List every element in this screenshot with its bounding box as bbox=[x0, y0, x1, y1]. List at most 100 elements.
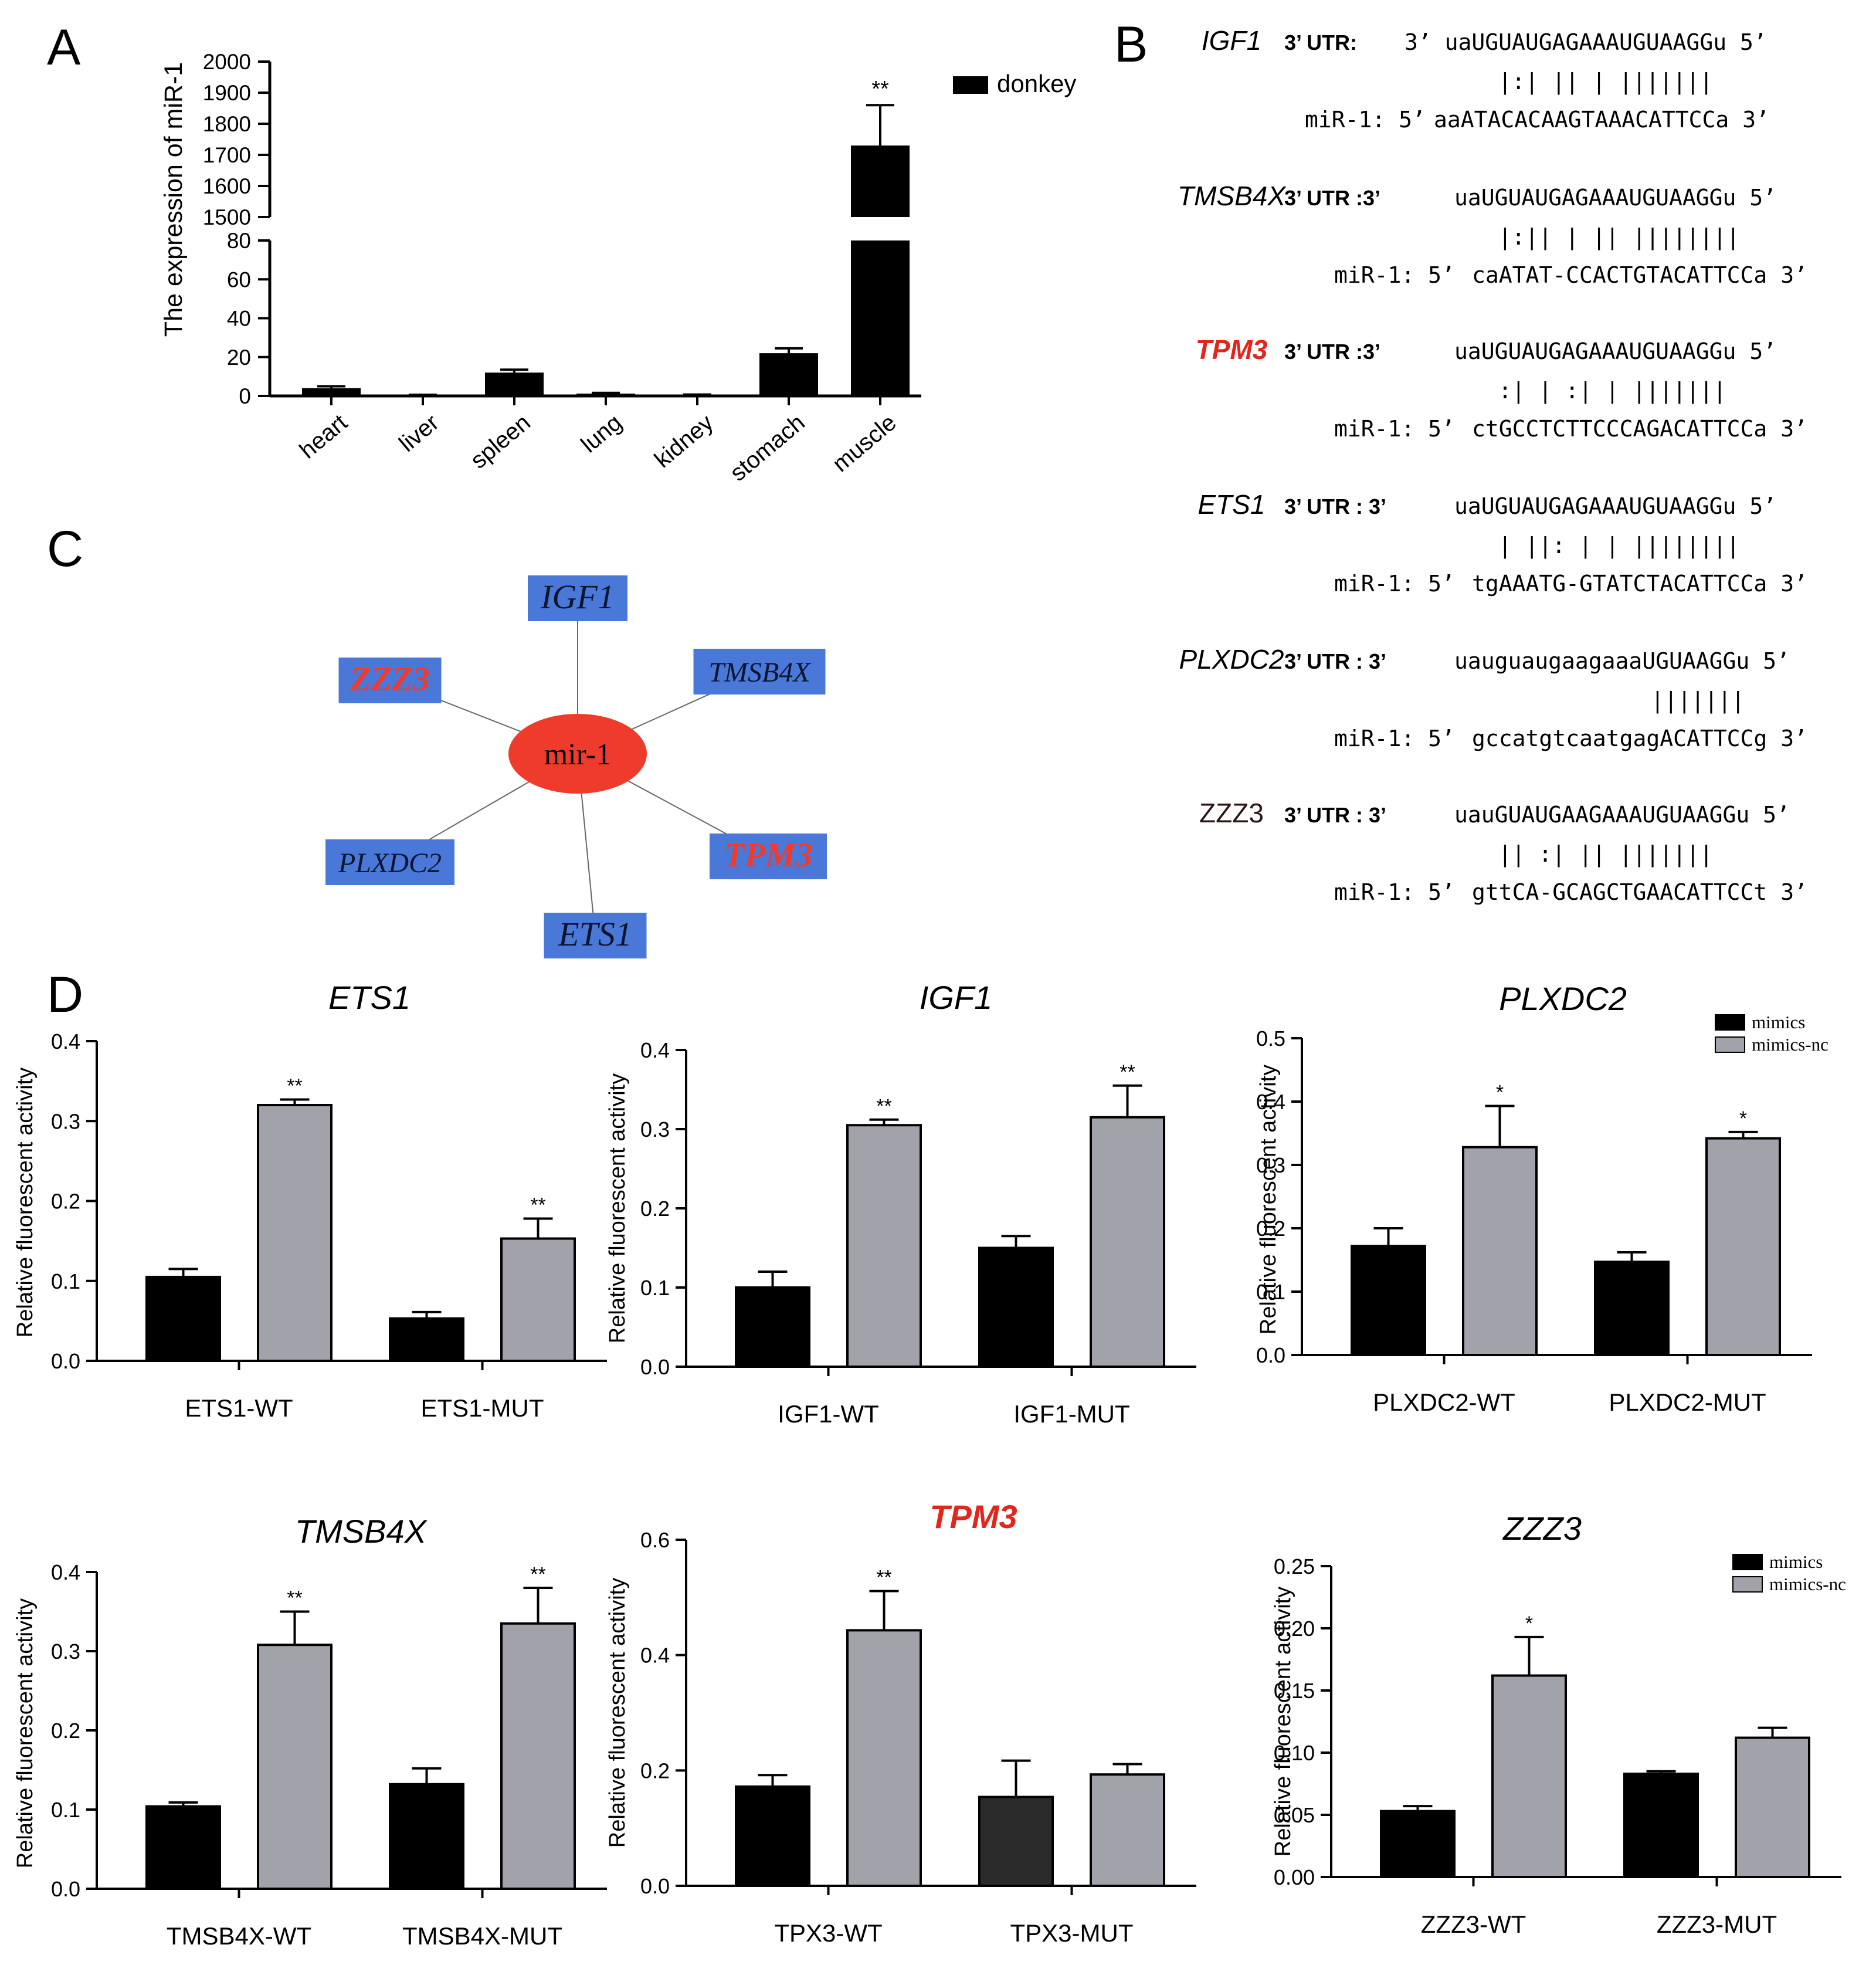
bar bbox=[1623, 1773, 1699, 1879]
utr-label: 3’ UTR : 3’ bbox=[1284, 803, 1386, 827]
mir-label: miR-1: 5’ bbox=[1334, 726, 1455, 751]
y-tick-label: 0.1 bbox=[1256, 1280, 1285, 1304]
gene-node-box bbox=[544, 913, 647, 958]
utr-sequence: uauguaugaagaaaUGUAAGGu 5’ bbox=[1454, 648, 1790, 674]
legend-swatch bbox=[953, 76, 988, 94]
y-axis-label: Relative fluorescent activity bbox=[13, 1598, 38, 1868]
x-tick-label: kidney bbox=[650, 409, 718, 473]
y-tick-label: 0.6 bbox=[640, 1528, 670, 1552]
bar bbox=[1380, 1810, 1456, 1878]
y-tick-label: 0.10 bbox=[1274, 1741, 1315, 1765]
chart-tmsb4x: TMSB4X Relative fluorescent activity 0.0 0.… bbox=[13, 1513, 607, 1950]
gene-name: ETS1 bbox=[1197, 489, 1265, 520]
gene-name: TPM3 bbox=[1196, 334, 1268, 365]
center-node bbox=[508, 714, 647, 794]
bar bbox=[1351, 1245, 1426, 1356]
chart-zzz3: ZZZ3 Relative fluorescent activity 0.00 0.0… bbox=[1271, 1510, 1846, 1938]
gene-node-label: IGF1 bbox=[540, 578, 615, 616]
gene-node-box bbox=[693, 649, 826, 694]
y-tick-label: 0 bbox=[239, 384, 251, 408]
chart-tpm3: TPM3 Relative fluorescent activity 0.0 0.2 0… bbox=[605, 1498, 1196, 1947]
y-tick-label: 0.5 bbox=[1256, 1026, 1285, 1051]
x-tick-label: IGF1-WT bbox=[778, 1400, 879, 1428]
panel-label-d: D bbox=[47, 967, 83, 1023]
bar bbox=[1735, 1736, 1810, 1879]
y-tick-label: 0.1 bbox=[51, 1798, 80, 1822]
mir-sequence: tgAAATG-GTATCTACATTCCa 3’ bbox=[1472, 571, 1807, 597]
gene-node-label: ZZZ3 bbox=[350, 660, 429, 698]
bar-upper-segment bbox=[851, 145, 910, 217]
y-tick-label: 20 bbox=[227, 345, 251, 370]
pairing-marks: :| | :| | ||||||| bbox=[1498, 378, 1726, 404]
y-axis-label: Relative fluorescent activity bbox=[1256, 1065, 1281, 1334]
pairing-marks: |:|| | || |||||||| bbox=[1498, 224, 1740, 250]
bar bbox=[846, 1629, 922, 1887]
bar bbox=[1090, 1773, 1165, 1887]
mir-label: miR-1: 5’ bbox=[1334, 879, 1455, 905]
gene-node-label: ETS1 bbox=[558, 915, 632, 953]
x-tick-label: TPX3-WT bbox=[774, 1919, 882, 1947]
y-tick-label: 0.4 bbox=[1256, 1090, 1285, 1114]
utr-label: 3’ UTR : 3’ bbox=[1284, 494, 1386, 519]
x-tick-label: muscle bbox=[827, 409, 901, 477]
significance-mark: ** bbox=[876, 1567, 891, 1589]
significance-mark: ** bbox=[530, 1194, 545, 1216]
legend-swatch bbox=[1715, 1014, 1745, 1031]
significance-mark: ** bbox=[287, 1587, 302, 1610]
mir-sequence: caATAT-CCACTGTACATTCCa 3’ bbox=[1472, 262, 1807, 288]
bar bbox=[257, 1104, 333, 1362]
x-tick-label: liver bbox=[394, 409, 443, 457]
chart-plxdc2: PLXDC2 Relative fluorescent activity 0.0 0.… bbox=[1256, 980, 1828, 1416]
bar bbox=[1705, 1137, 1781, 1356]
bar bbox=[759, 353, 818, 396]
pairing-marks: ||||||| bbox=[1651, 687, 1745, 714]
significance-mark: ** bbox=[530, 1563, 545, 1585]
legend-label: mimics bbox=[1769, 1551, 1823, 1572]
y-tick-label: 0.2 bbox=[51, 1190, 80, 1214]
bar bbox=[735, 1286, 810, 1368]
y-tick-label: 0.05 bbox=[1274, 1803, 1315, 1827]
mir-label: miR-1: 5’ bbox=[1334, 262, 1455, 288]
y-tick-label: 0.3 bbox=[51, 1639, 80, 1664]
bar bbox=[735, 1785, 810, 1888]
bar bbox=[1594, 1261, 1670, 1356]
bar bbox=[485, 372, 544, 396]
mir-sequence: gccatgtcaatgagACATTCCg 3’ bbox=[1472, 726, 1807, 751]
y-tick-label: 0.0 bbox=[51, 1877, 80, 1901]
bar bbox=[1491, 1674, 1567, 1879]
y-tick-label: 0.0 bbox=[51, 1349, 80, 1373]
bar bbox=[1090, 1116, 1165, 1368]
y-tick-label: 0.1 bbox=[51, 1269, 80, 1293]
y-tick-label: 0.3 bbox=[640, 1117, 670, 1141]
utr-label: 3’ UTR: bbox=[1284, 31, 1357, 55]
bar bbox=[500, 1237, 576, 1363]
center-node-label: mir-1 bbox=[544, 738, 612, 771]
gene-node-label: PLXDC2 bbox=[338, 848, 442, 879]
legend-label: mimics bbox=[1752, 1012, 1805, 1032]
y-tick-label: 0.00 bbox=[1274, 1865, 1315, 1889]
x-tick-label: TMSB4X-MUT bbox=[402, 1922, 562, 1950]
gene-node-box bbox=[710, 834, 827, 879]
bar bbox=[978, 1795, 1054, 1887]
x-tick-label: heart bbox=[295, 409, 352, 463]
legend-label: mimics-nc bbox=[1752, 1034, 1828, 1055]
x-tick-label: ZZZ3-WT bbox=[1421, 1910, 1526, 1938]
bar bbox=[576, 394, 635, 396]
utr-label: 3’ UTR :3’ bbox=[1284, 186, 1380, 210]
chart-title: IGF1 bbox=[920, 979, 992, 1016]
utr-sequence: uauGUAUGAAGAAAUGUAAGGu 5’ bbox=[1454, 802, 1790, 828]
y-tick-label: 0.0 bbox=[640, 1874, 670, 1898]
legend-swatch bbox=[1732, 1576, 1763, 1593]
x-tick-label: IGF1-MUT bbox=[1013, 1400, 1129, 1428]
y-tick-label: 0.0 bbox=[1256, 1343, 1285, 1367]
panel-label-a: A bbox=[47, 19, 81, 76]
x-tick-label: ETS1-WT bbox=[185, 1394, 293, 1422]
bar-lower-segment bbox=[851, 240, 910, 396]
bar bbox=[257, 1644, 333, 1890]
y-axis-label: Relative fluorescent activity bbox=[1271, 1587, 1295, 1856]
mir-sequence: aaATACACAAGTAAACATTCCa 3’ bbox=[1434, 107, 1769, 133]
x-tick-label: PLXDC2-MUT bbox=[1609, 1388, 1766, 1416]
chart-title: TPM3 bbox=[929, 1498, 1017, 1535]
y-axis-label: Relative fluorescent activity bbox=[13, 1068, 38, 1337]
